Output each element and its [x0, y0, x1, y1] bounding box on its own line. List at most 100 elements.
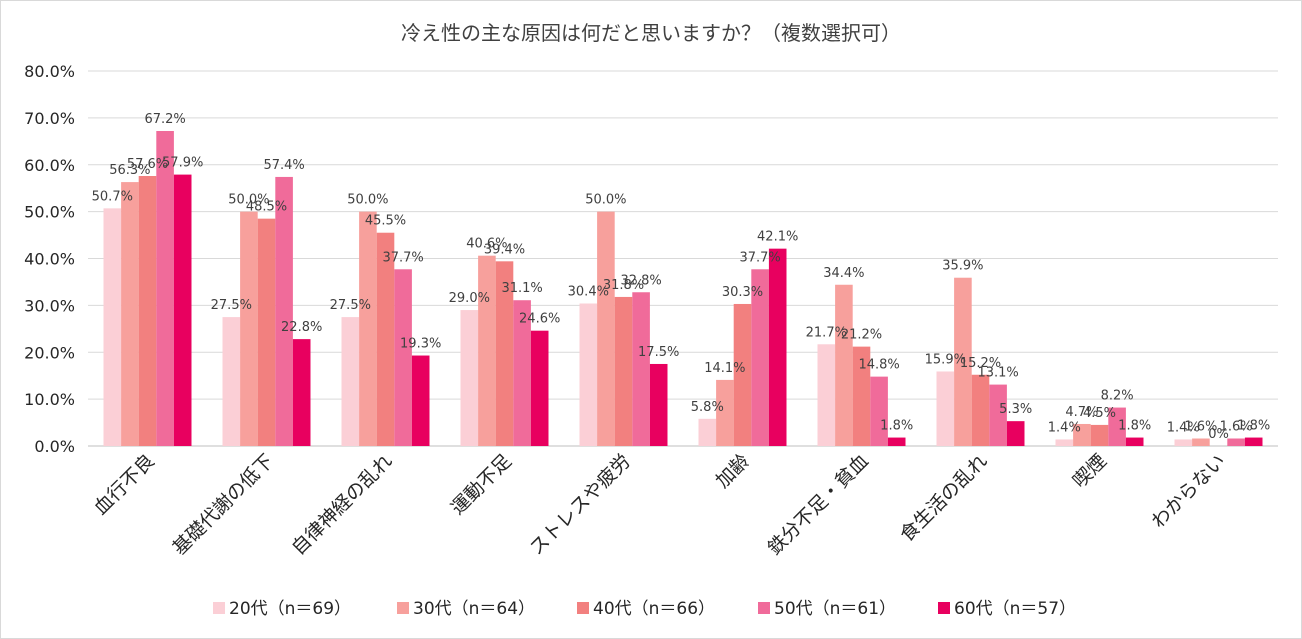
bar: [1006, 421, 1025, 446]
category-label: 基礎代謝の低下: [168, 450, 278, 560]
data-label: 35.9%: [942, 259, 983, 274]
bar: [513, 300, 531, 446]
data-label: 30.4%: [568, 285, 609, 300]
bar: [121, 182, 139, 446]
data-label: 1.6%: [1184, 420, 1217, 435]
y-tick-label: 40.0%: [24, 250, 75, 269]
data-label: 50.0%: [228, 193, 269, 208]
category-label-layer: 血行不良 基礎代謝の低下 自律神経の乱れ 運動不足 ストレスや疲労 加齢 鉄分不足・貧血 食生…: [90, 450, 1230, 560]
legend-label: 40代（n＝66）: [593, 599, 715, 619]
category-label: 自律神経の乱れ: [287, 450, 397, 560]
bar: [1090, 424, 1109, 446]
data-label: 39.4%: [484, 242, 525, 257]
data-label: 32.8%: [620, 273, 661, 288]
data-label: 57.4%: [263, 158, 304, 173]
y-tick-label: 20.0%: [24, 343, 75, 362]
data-label: 21.7%: [806, 325, 847, 340]
data-label: 29.0%: [449, 291, 490, 306]
data-label: 40.6%: [466, 237, 507, 252]
bar-layer: [103, 131, 1263, 446]
data-label: 5.3%: [999, 402, 1032, 417]
data-label: 8.2%: [1101, 389, 1134, 404]
data-label: 31.8%: [603, 278, 644, 293]
data-label: 15.2%: [960, 356, 1001, 371]
data-label: 45.5%: [365, 214, 406, 229]
data-label: 1.8%: [880, 419, 913, 434]
bar: [852, 346, 871, 446]
category-label: 鉄分不足・貧血: [763, 450, 873, 560]
bar: [222, 317, 241, 446]
data-label: 27.5%: [211, 298, 252, 313]
bar: [817, 344, 836, 446]
bar: [936, 371, 955, 446]
legend-label: 30代（n＝64）: [413, 599, 535, 619]
bar: [1192, 438, 1210, 446]
bar: [173, 174, 192, 446]
legend-label: 20代（n＝69）: [229, 599, 351, 619]
data-label: 34.4%: [823, 266, 864, 281]
data-label: 42.1%: [757, 230, 798, 245]
bar: [1125, 437, 1144, 446]
legend-label: 50代（n＝61）: [774, 599, 896, 619]
y-tick-label: 50.0%: [24, 203, 75, 222]
data-label: 13.1%: [977, 366, 1018, 381]
bar: [971, 374, 990, 446]
bar: [275, 176, 293, 446]
legend-swatch: [938, 602, 950, 614]
bar: [870, 376, 888, 446]
bar: [989, 384, 1007, 446]
chart-title: 冷え性の主な原因は何だと思いますか？（複数選択可）: [401, 21, 901, 45]
bar: [751, 269, 769, 446]
data-label: 50.0%: [347, 193, 388, 208]
data-label: 17.5%: [638, 345, 679, 360]
y-tick-label: 80.0%: [24, 62, 75, 81]
data-label: 4.5%: [1083, 406, 1116, 421]
bar: [835, 284, 853, 446]
category-label: 運動不足: [447, 450, 516, 519]
data-label: 37.7%: [382, 250, 423, 265]
bar: [1073, 423, 1091, 446]
data-label: 27.5%: [330, 298, 371, 313]
data-label: 56.3%: [109, 163, 150, 178]
data-label: 24.6%: [519, 312, 560, 327]
legend-label: 60代（n＝57）: [954, 599, 1076, 619]
bar: [411, 355, 430, 446]
data-label: 50.0%: [585, 193, 626, 208]
legend-swatch: [758, 602, 770, 614]
data-label: 15.9%: [925, 352, 966, 367]
bar: [257, 218, 276, 446]
bar: [1108, 407, 1126, 446]
bar: [597, 211, 615, 446]
data-label: 0%: [1208, 427, 1229, 442]
bar: [954, 277, 972, 446]
data-label: 31.1%: [501, 281, 542, 296]
data-label: 4.7%: [1065, 405, 1098, 420]
legend-swatch: [577, 602, 589, 614]
data-label: 22.8%: [281, 320, 322, 335]
data-label: 1.8%: [1118, 419, 1151, 434]
y-tick-label: 70.0%: [24, 109, 75, 128]
bar: [614, 296, 633, 446]
category-label: 食生活の乱れ: [896, 450, 992, 546]
bar: [359, 211, 377, 446]
data-label: 57.9%: [162, 156, 203, 171]
legend-swatch: [213, 602, 225, 614]
bar: [460, 310, 479, 446]
bar: [495, 261, 514, 446]
bar: [292, 339, 311, 446]
data-label: 1.6%: [1220, 420, 1253, 435]
bar: [478, 255, 496, 446]
bar: [887, 437, 906, 446]
bar: [1227, 438, 1245, 446]
bar: [716, 379, 734, 446]
bar: [530, 330, 549, 446]
bar: [103, 208, 122, 446]
bar: [1055, 439, 1074, 446]
y-tick-label: 60.0%: [24, 156, 75, 175]
category-label: 喫煙: [1069, 450, 1111, 492]
data-label: 19.3%: [400, 337, 441, 352]
data-label: 1.4%: [1048, 420, 1081, 435]
bar: [649, 363, 668, 446]
